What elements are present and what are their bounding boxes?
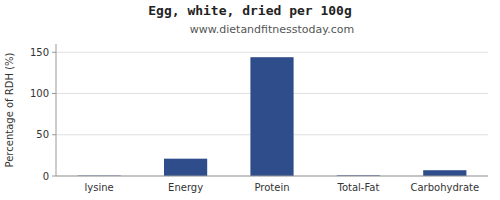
bar	[250, 57, 293, 176]
chart-svg: Egg, white, dried per 100g www.dietandfit…	[0, 0, 500, 200]
page: {"chart_data": {"type": "bar", "title": …	[0, 0, 500, 200]
x-tick-label: Carbohydrate	[410, 182, 479, 193]
y-tick-label: 0	[43, 171, 49, 182]
y-tick	[52, 52, 56, 53]
title: Egg, white, dried per 100g	[148, 3, 352, 18]
x-axis: lysine Energy Protein Total-Fat Carbohydrate	[56, 176, 488, 193]
x-tick-label: lysine	[85, 182, 114, 193]
x-tick-label: Energy	[168, 182, 203, 193]
bars	[78, 57, 467, 176]
x-tick-label: Total-Fat	[336, 182, 379, 193]
subtitle: www.dietandfitnesstoday.com	[190, 23, 354, 36]
y-tick	[52, 134, 56, 135]
y-axis-label: Percentage of RDH (%)	[4, 52, 15, 167]
y-axis: 0 50 100 150	[30, 44, 56, 182]
bar	[164, 159, 207, 176]
y-tick	[52, 93, 56, 94]
y-tick-label: 50	[36, 129, 49, 140]
chart-container: Egg, white, dried per 100g www.dietandfit…	[0, 0, 500, 200]
y-tick-label: 100	[30, 88, 49, 99]
x-axis-line	[56, 176, 488, 177]
bar	[423, 170, 466, 176]
grid-line	[56, 52, 488, 53]
x-tick-label: Protein	[254, 182, 289, 193]
y-tick-label: 150	[30, 47, 49, 58]
y-tick	[52, 176, 56, 177]
y-axis-line	[56, 44, 57, 176]
grid	[56, 52, 488, 176]
grid-line	[56, 176, 488, 177]
